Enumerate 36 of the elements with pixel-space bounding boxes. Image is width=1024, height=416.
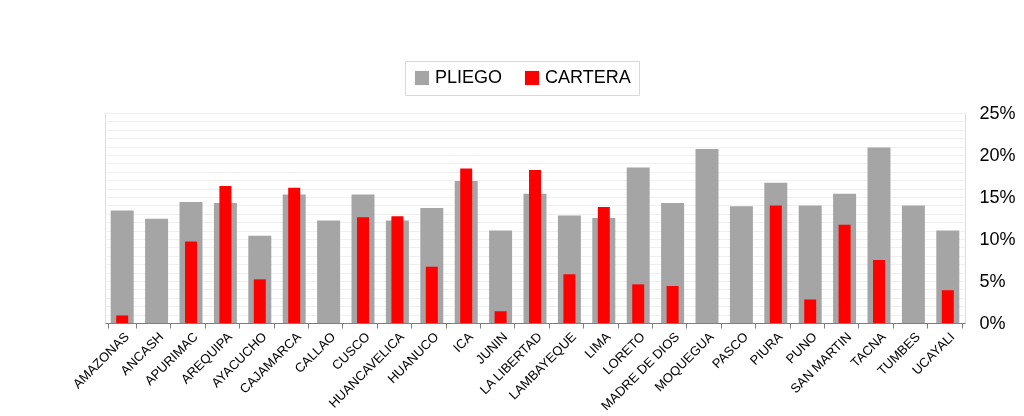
bar	[219, 186, 232, 323]
y-tick-label: 10%	[979, 228, 1016, 249]
bar	[489, 230, 513, 323]
bar	[288, 187, 301, 323]
bar	[873, 260, 885, 323]
bar	[901, 205, 925, 323]
bar	[494, 311, 507, 323]
bar	[729, 206, 753, 323]
bar	[529, 170, 541, 323]
bar	[317, 220, 341, 323]
bar	[391, 216, 404, 323]
legend-label: CARTERA	[545, 67, 631, 87]
bar	[666, 286, 679, 323]
bar	[941, 290, 954, 323]
y-tick-label: 20%	[979, 144, 1016, 165]
y-tick-label: 25%	[979, 102, 1016, 123]
bar	[460, 168, 473, 323]
bar	[838, 224, 851, 323]
y-tick-label: 5%	[979, 270, 1006, 291]
bar	[116, 315, 129, 323]
y-tick-label: 0%	[979, 312, 1006, 333]
bar	[185, 241, 197, 323]
x-tick-label: ICA	[449, 328, 477, 356]
bar	[425, 266, 438, 323]
legend-label: PLIEGO	[435, 67, 503, 87]
bar	[804, 299, 817, 323]
bar	[695, 149, 719, 323]
bar	[597, 207, 610, 323]
bar	[769, 205, 782, 323]
bar	[357, 217, 369, 323]
bar	[253, 279, 266, 323]
bar	[632, 284, 645, 323]
bar	[145, 218, 169, 323]
bar	[563, 274, 576, 323]
y-tick-label: 15%	[979, 186, 1016, 207]
bar	[110, 210, 134, 323]
